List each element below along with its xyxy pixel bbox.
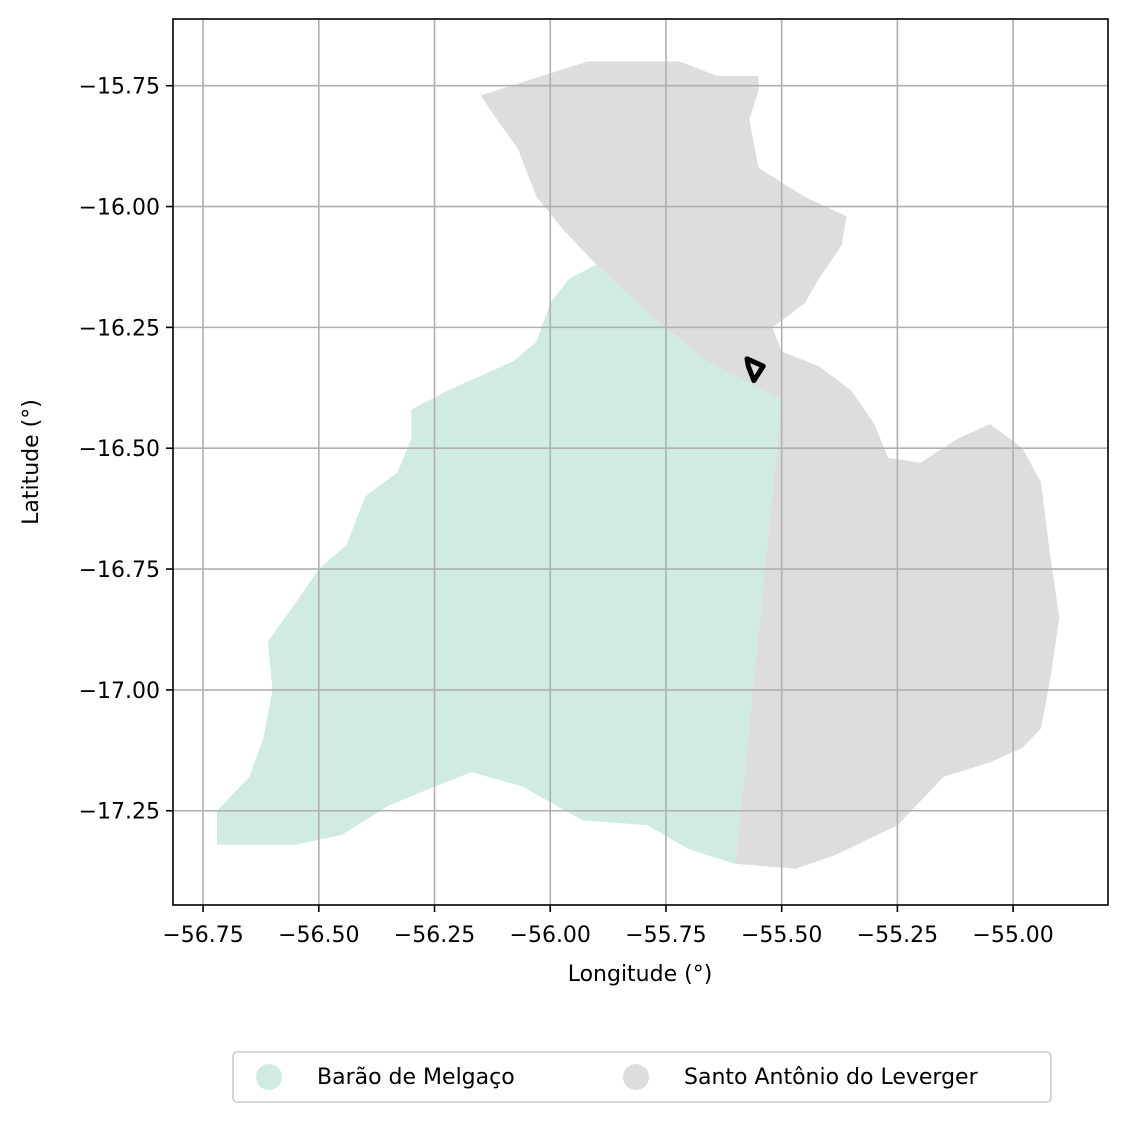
x-tick-label-2: −56.25 [394, 923, 475, 948]
y-tick-label-1: −16.00 [79, 196, 160, 221]
x-tick-label-4: −55.75 [625, 923, 706, 948]
y-tick-label-2: −16.25 [79, 316, 160, 341]
y-tick-label-0: −15.75 [79, 75, 160, 100]
legend-label-barao: Barão de Melgaço [317, 1065, 515, 1090]
x-tick-label-5: −55.50 [741, 923, 822, 948]
x-tick-label-1: −56.50 [278, 923, 359, 948]
x-axis-title: Longitude (°) [568, 962, 713, 987]
legend-label-santo-antonio: Santo Antônio do Leverger [684, 1065, 979, 1090]
region-santo-antonio-do-leverger [480, 61, 1060, 869]
y-tick-label-6: −17.25 [79, 800, 160, 825]
region-barao-de-melgaco [217, 264, 782, 864]
x-tick-label-7: −55.00 [972, 923, 1053, 948]
location-marker-outline [744, 356, 766, 384]
legend-swatch-barao [256, 1064, 282, 1090]
marker-layer [744, 356, 766, 384]
y-ticks: −15.75 −16.00 −16.25 −16.50 −16.75 −17.00 −17.… [79, 75, 173, 825]
x-tick-label-0: −56.75 [162, 923, 243, 948]
x-tick-label-6: −55.25 [857, 923, 938, 948]
y-tick-label-5: −17.00 [79, 679, 160, 704]
axes-frame [172, 18, 1109, 906]
x-ticks: −56.75 −56.50 −56.25 −56.00 −55.75 −55.50 −55.… [162, 905, 1054, 948]
y-tick-label-3: −16.50 [79, 437, 160, 462]
y-tick-label-4: −16.75 [79, 558, 160, 583]
legend-swatch-santo-antonio [623, 1064, 649, 1090]
y-axis-title: Latitude (°) [19, 399, 44, 525]
regions-layer [217, 61, 1060, 869]
legend: Barão de Melgaço Santo Antônio do Leverg… [232, 1051, 1052, 1103]
x-tick-label-3: −56.00 [510, 923, 591, 948]
grid-layer [173, 19, 1108, 905]
